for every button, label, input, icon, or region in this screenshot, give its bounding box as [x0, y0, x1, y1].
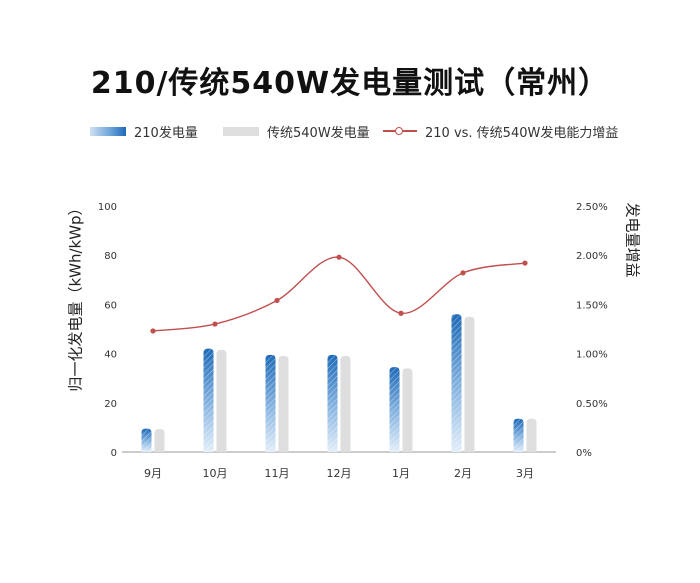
x-axis: 9月 10月 11月 12月 1月 2月 3月 [144, 467, 534, 480]
y-axis-right: 0% 0.50% 1.00% 1.50% 2.00% 2.50% [576, 202, 608, 459]
legend-label-540w: 传统540W发电量 [267, 125, 370, 141]
legend-item-540w: 传统540W发电量 [223, 121, 370, 141]
legend-swatch-gain [383, 125, 417, 137]
bar-210-hatch [327, 354, 338, 452]
x-tick-label: 1月 [392, 467, 410, 480]
gain-point [522, 260, 528, 266]
gain-point [460, 270, 466, 276]
y-tick-right: 0.50% [576, 399, 608, 410]
bar-540w [464, 316, 475, 452]
gain-point [212, 321, 218, 327]
bar-540w [154, 429, 165, 452]
gain-point [274, 297, 280, 304]
gain-line-group [150, 254, 528, 334]
y-tick-right: 1.00% [576, 350, 608, 361]
legend-label-gain: 210 vs. 传统540W发电能力增益 [425, 125, 619, 141]
bar-540w [526, 418, 537, 452]
bar-210-hatch [203, 348, 214, 452]
legend-swatch-210 [90, 126, 126, 136]
bars-group [141, 314, 537, 452]
bar-210-hatch [451, 314, 462, 452]
legend-item-210: 210发电量 [90, 121, 198, 141]
y-axis-right-label: 发电量增益 [623, 202, 642, 278]
bar-540w [402, 368, 413, 452]
legend-swatch-540w [223, 126, 259, 136]
y-tick-right: 1.50% [576, 300, 608, 311]
x-tick-label: 10月 [203, 467, 228, 480]
x-tick-label: 12月 [327, 467, 352, 480]
gain-point [398, 310, 404, 316]
x-tick-label: 11月 [265, 467, 290, 480]
y-axis-left: 0 20 40 60 80 100 [98, 202, 117, 459]
bar-210-hatch [265, 354, 276, 452]
y-tick-left: 100 [98, 202, 117, 213]
bar-540w [216, 349, 227, 452]
y-tick-right: 0% [576, 448, 592, 459]
y-tick-left: 20 [104, 399, 117, 410]
x-tick-label: 2月 [454, 467, 472, 480]
legend-item-gain: 210 vs. 传统540W发电能力增益 [383, 121, 618, 141]
bar-210-hatch [141, 428, 152, 452]
y-tick-left: 0 [111, 448, 117, 459]
bar-210-hatch [389, 367, 400, 452]
bar-540w [340, 356, 351, 452]
gain-point [150, 328, 156, 334]
y-axis-left-label: 归一化发电量（kWh/kWp） [66, 200, 85, 392]
y-tick-right: 2.50% [576, 202, 608, 213]
bar-540w [278, 356, 289, 452]
x-tick-label: 3月 [516, 467, 534, 480]
y-tick-left: 80 [104, 251, 117, 262]
x-tick-label: 9月 [144, 467, 162, 480]
gain-point [336, 254, 342, 260]
chart-title: 210/传统540W发电量测试（常州） [90, 66, 610, 101]
legend-label-210: 210发电量 [134, 125, 198, 141]
y-tick-left: 40 [104, 350, 117, 361]
bar-210-hatch [513, 418, 524, 452]
y-tick-left: 60 [104, 300, 117, 311]
y-tick-right: 2.00% [576, 251, 608, 262]
